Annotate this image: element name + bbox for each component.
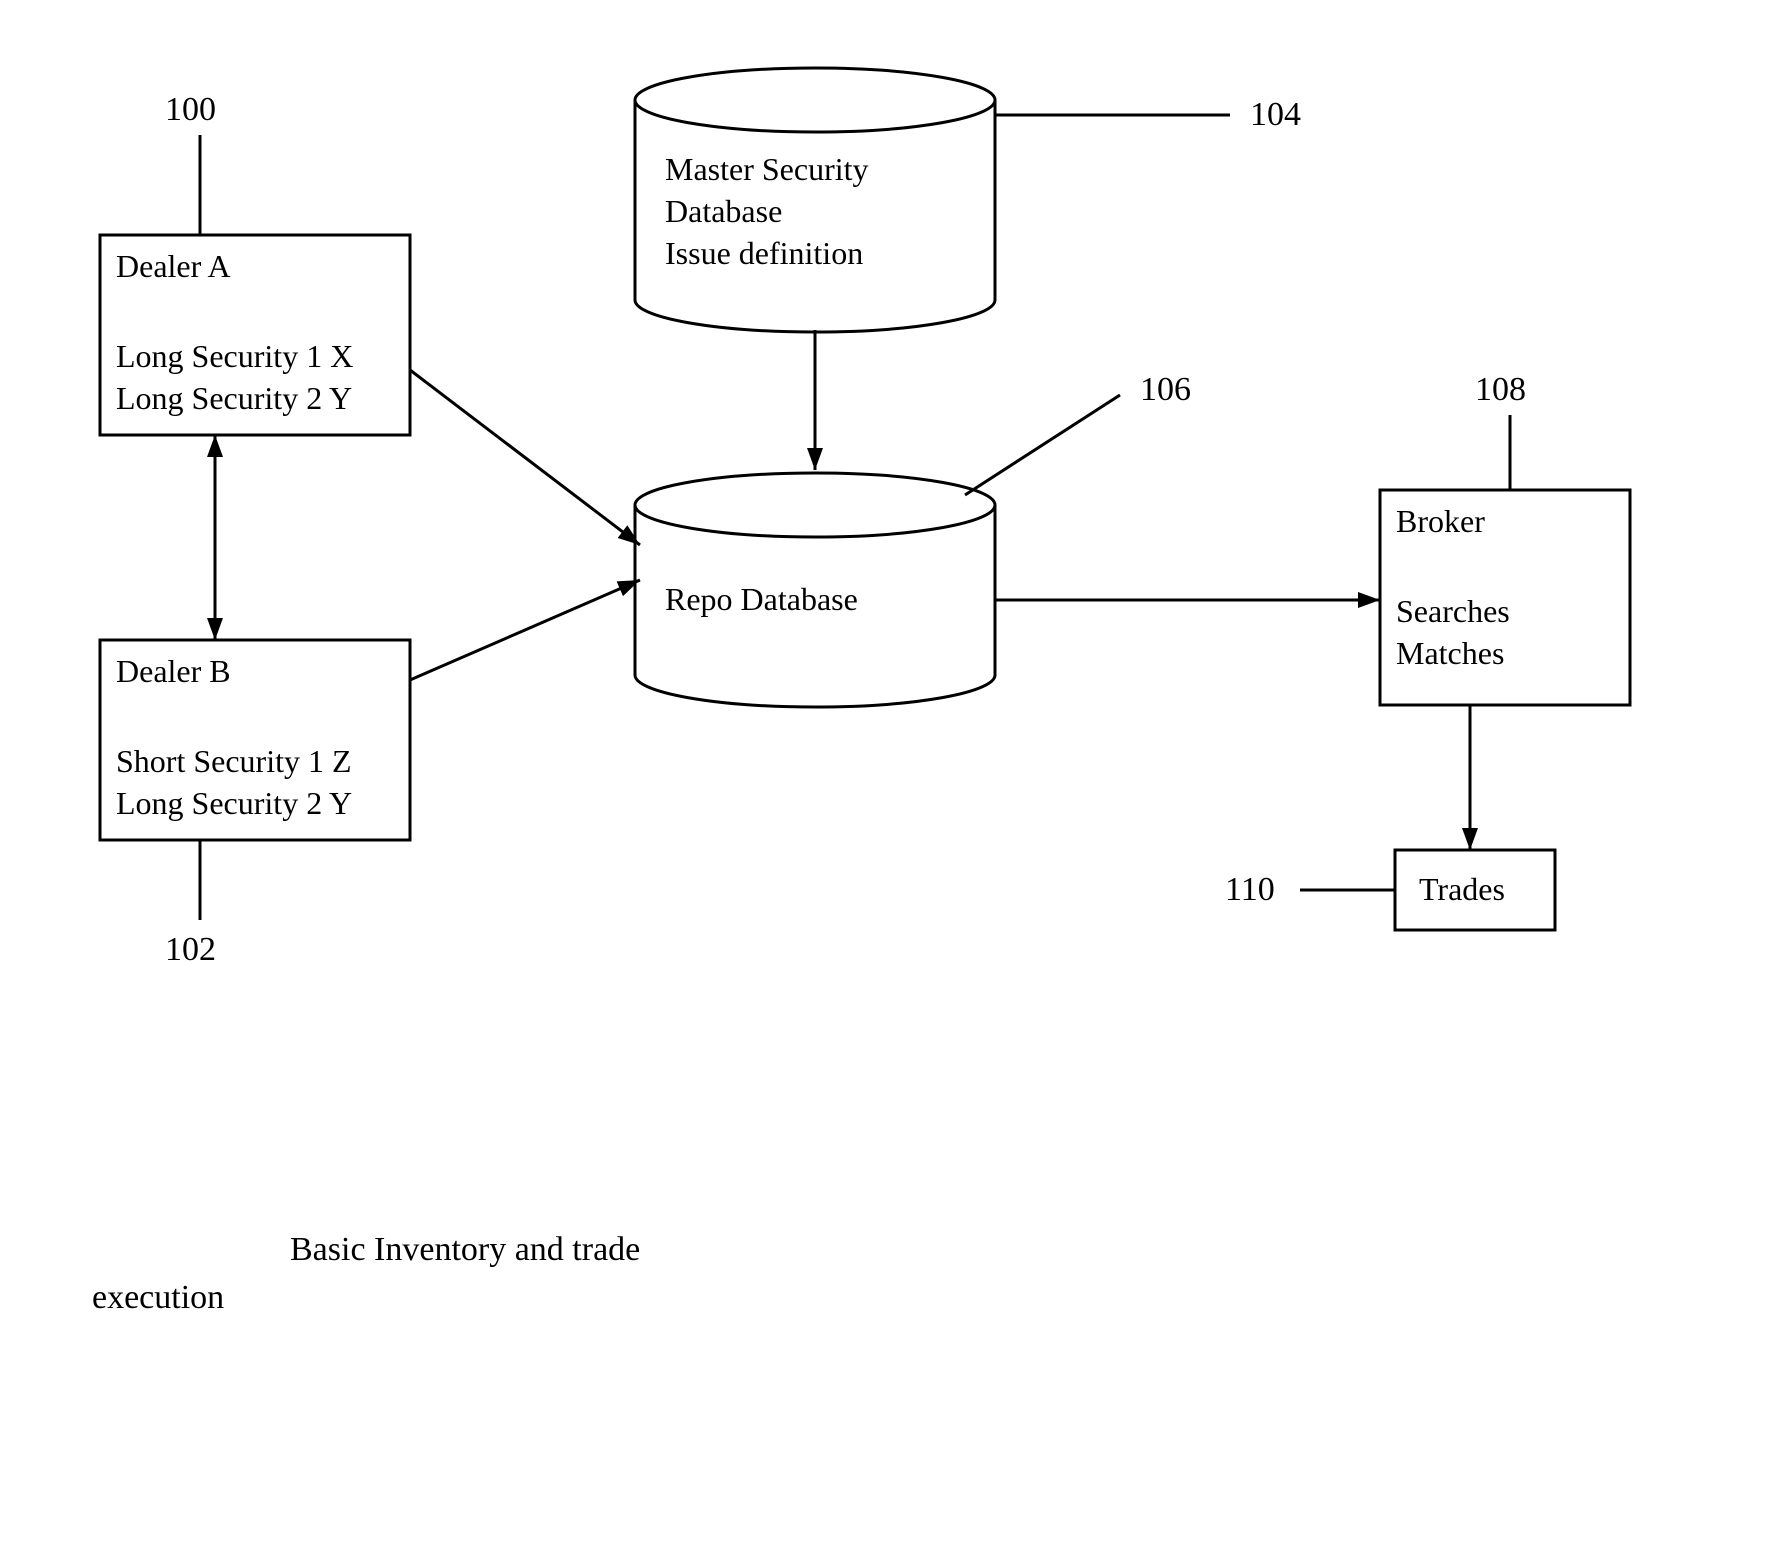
ref-label-r104: 104 [1250, 96, 1301, 133]
arrowhead [618, 525, 640, 545]
arrowhead [207, 435, 223, 457]
node-broker-line-0: Broker [1396, 503, 1485, 539]
node-trades-line-0: Trades [1419, 871, 1505, 907]
node-broker-line-1: Searches [1396, 593, 1510, 629]
caption-line-1: Basic Inventory and trade [290, 1231, 640, 1268]
arrowhead [1462, 828, 1478, 850]
node-dealerB-line-0: Dealer B [116, 653, 231, 689]
ref-leader-r106 [965, 395, 1120, 495]
node-dealerA-line-0: Dealer A [116, 248, 231, 284]
node-dealerA-line-2: Long Security 2 Y [116, 380, 352, 416]
ref-label-r100: 100 [165, 91, 216, 128]
node-broker-line-2: Matches [1396, 635, 1504, 671]
edge-dealerB-repo [410, 580, 640, 680]
diagram-canvas: Dealer A Long Security 1 X Long Security 2… [0, 0, 1787, 1542]
node-masterDb-line-0: Master Security [665, 151, 869, 187]
node-dealerA-line-1: Long Security 1 X [116, 338, 353, 374]
node-dealerB-line-1: Short Security 1 Z [116, 743, 352, 779]
ref-label-r106: 106 [1140, 371, 1191, 408]
node-masterDb-top [635, 68, 995, 132]
node-masterDb-line-2: Issue definition [665, 235, 863, 271]
caption-line-2: execution [92, 1279, 224, 1316]
node-repoDb-line-0: Repo Database [665, 581, 858, 617]
node-masterDb-line-1: Database [665, 193, 782, 229]
node-repoDb-top [635, 473, 995, 537]
arrowhead [807, 448, 823, 470]
ref-label-r108: 108 [1475, 371, 1526, 408]
node-dealerB-line-2: Long Security 2 Y [116, 785, 352, 821]
edge-dealerA-repo [410, 370, 640, 545]
arrowhead [1358, 592, 1380, 608]
ref-label-r110: 110 [1225, 871, 1275, 908]
ref-label-r102: 102 [165, 931, 216, 968]
arrowhead [207, 618, 223, 640]
